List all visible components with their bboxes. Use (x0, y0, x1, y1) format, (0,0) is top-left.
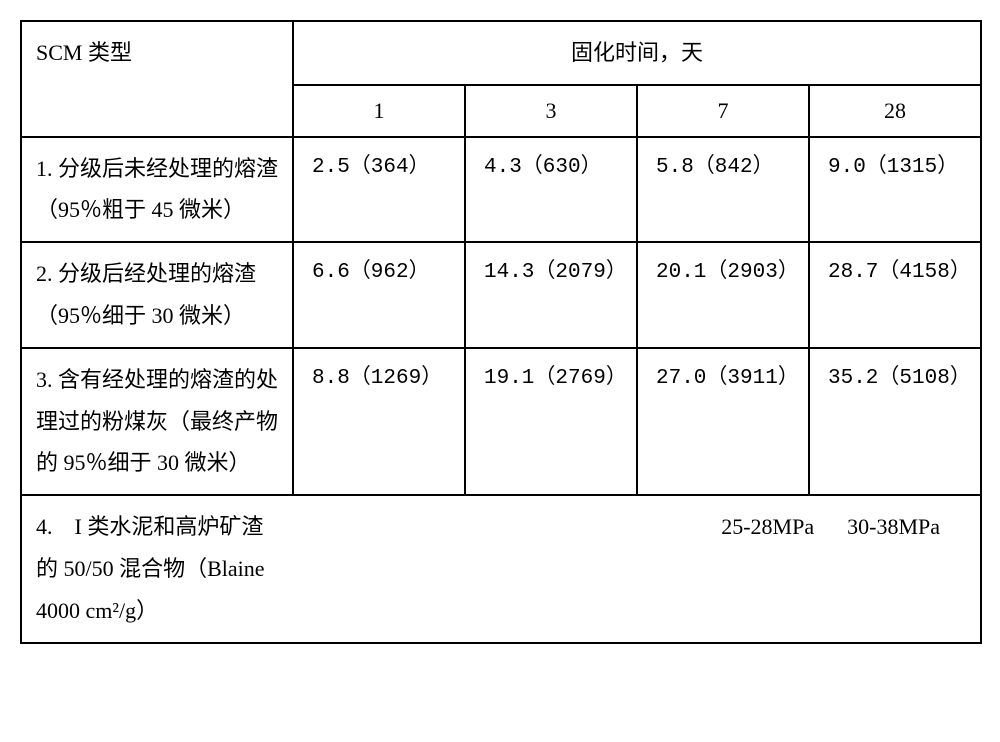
row-label: 2. 分级后经处理的熔渣（95％细于 30 微米） (21, 242, 293, 348)
table-row-4: 4. I 类水泥和高炉矿渣的 50/50 混合物（Blaine 4000 cm²… (21, 495, 981, 642)
row-value: 27.0（3911） (637, 348, 809, 495)
row-label: 4. I 类水泥和高炉矿渣的 50/50 混合物（Blaine 4000 cm²… (21, 495, 293, 642)
row-value: 35.2（5108） (809, 348, 981, 495)
row-value: 14.3（2079） (465, 242, 637, 348)
row-label: 3. 含有经处理的熔渣的处理过的粉煤灰（最终产物的 95％细于 30 微米） (21, 348, 293, 495)
row-value: 6.6（962） (293, 242, 465, 348)
data-table: SCM 类型 固化时间，天 1 3 7 28 1. 分级后未经处理的熔渣（95％… (20, 20, 982, 644)
row-value: 5.8（842） (637, 137, 809, 243)
row-value: 28.7（4158） (809, 242, 981, 348)
row-value: 20.1（2903） (637, 242, 809, 348)
row-value: 8.8（1269） (293, 348, 465, 495)
table-row: 3. 含有经处理的熔渣的处理过的粉煤灰（最终产物的 95％细于 30 微米） 8… (21, 348, 981, 495)
table-row: 1. 分级后未经处理的熔渣（95％粗于 45 微米） 2.5（364） 4.3（… (21, 137, 981, 243)
header-col-3: 3 (465, 85, 637, 137)
header-col-28: 28 (809, 85, 981, 137)
header-col-1: 1 (293, 85, 465, 137)
header-time: 固化时间，天 (293, 21, 981, 85)
row-value: 19.1（2769） (465, 348, 637, 495)
table-row: 2. 分级后经处理的熔渣（95％细于 30 微米） 6.6（962） 14.3（… (21, 242, 981, 348)
row-label: 1. 分级后未经处理的熔渣（95％粗于 45 微米） (21, 137, 293, 243)
row-value: 2.5（364） (293, 137, 465, 243)
row4-values: 25-28MPa 30-38MPa (293, 495, 981, 642)
header-row-1: SCM 类型 固化时间，天 (21, 21, 981, 85)
header-type: SCM 类型 (21, 21, 293, 137)
row-value: 9.0（1315） (809, 137, 981, 243)
row-value: 4.3（630） (465, 137, 637, 243)
header-col-7: 7 (637, 85, 809, 137)
